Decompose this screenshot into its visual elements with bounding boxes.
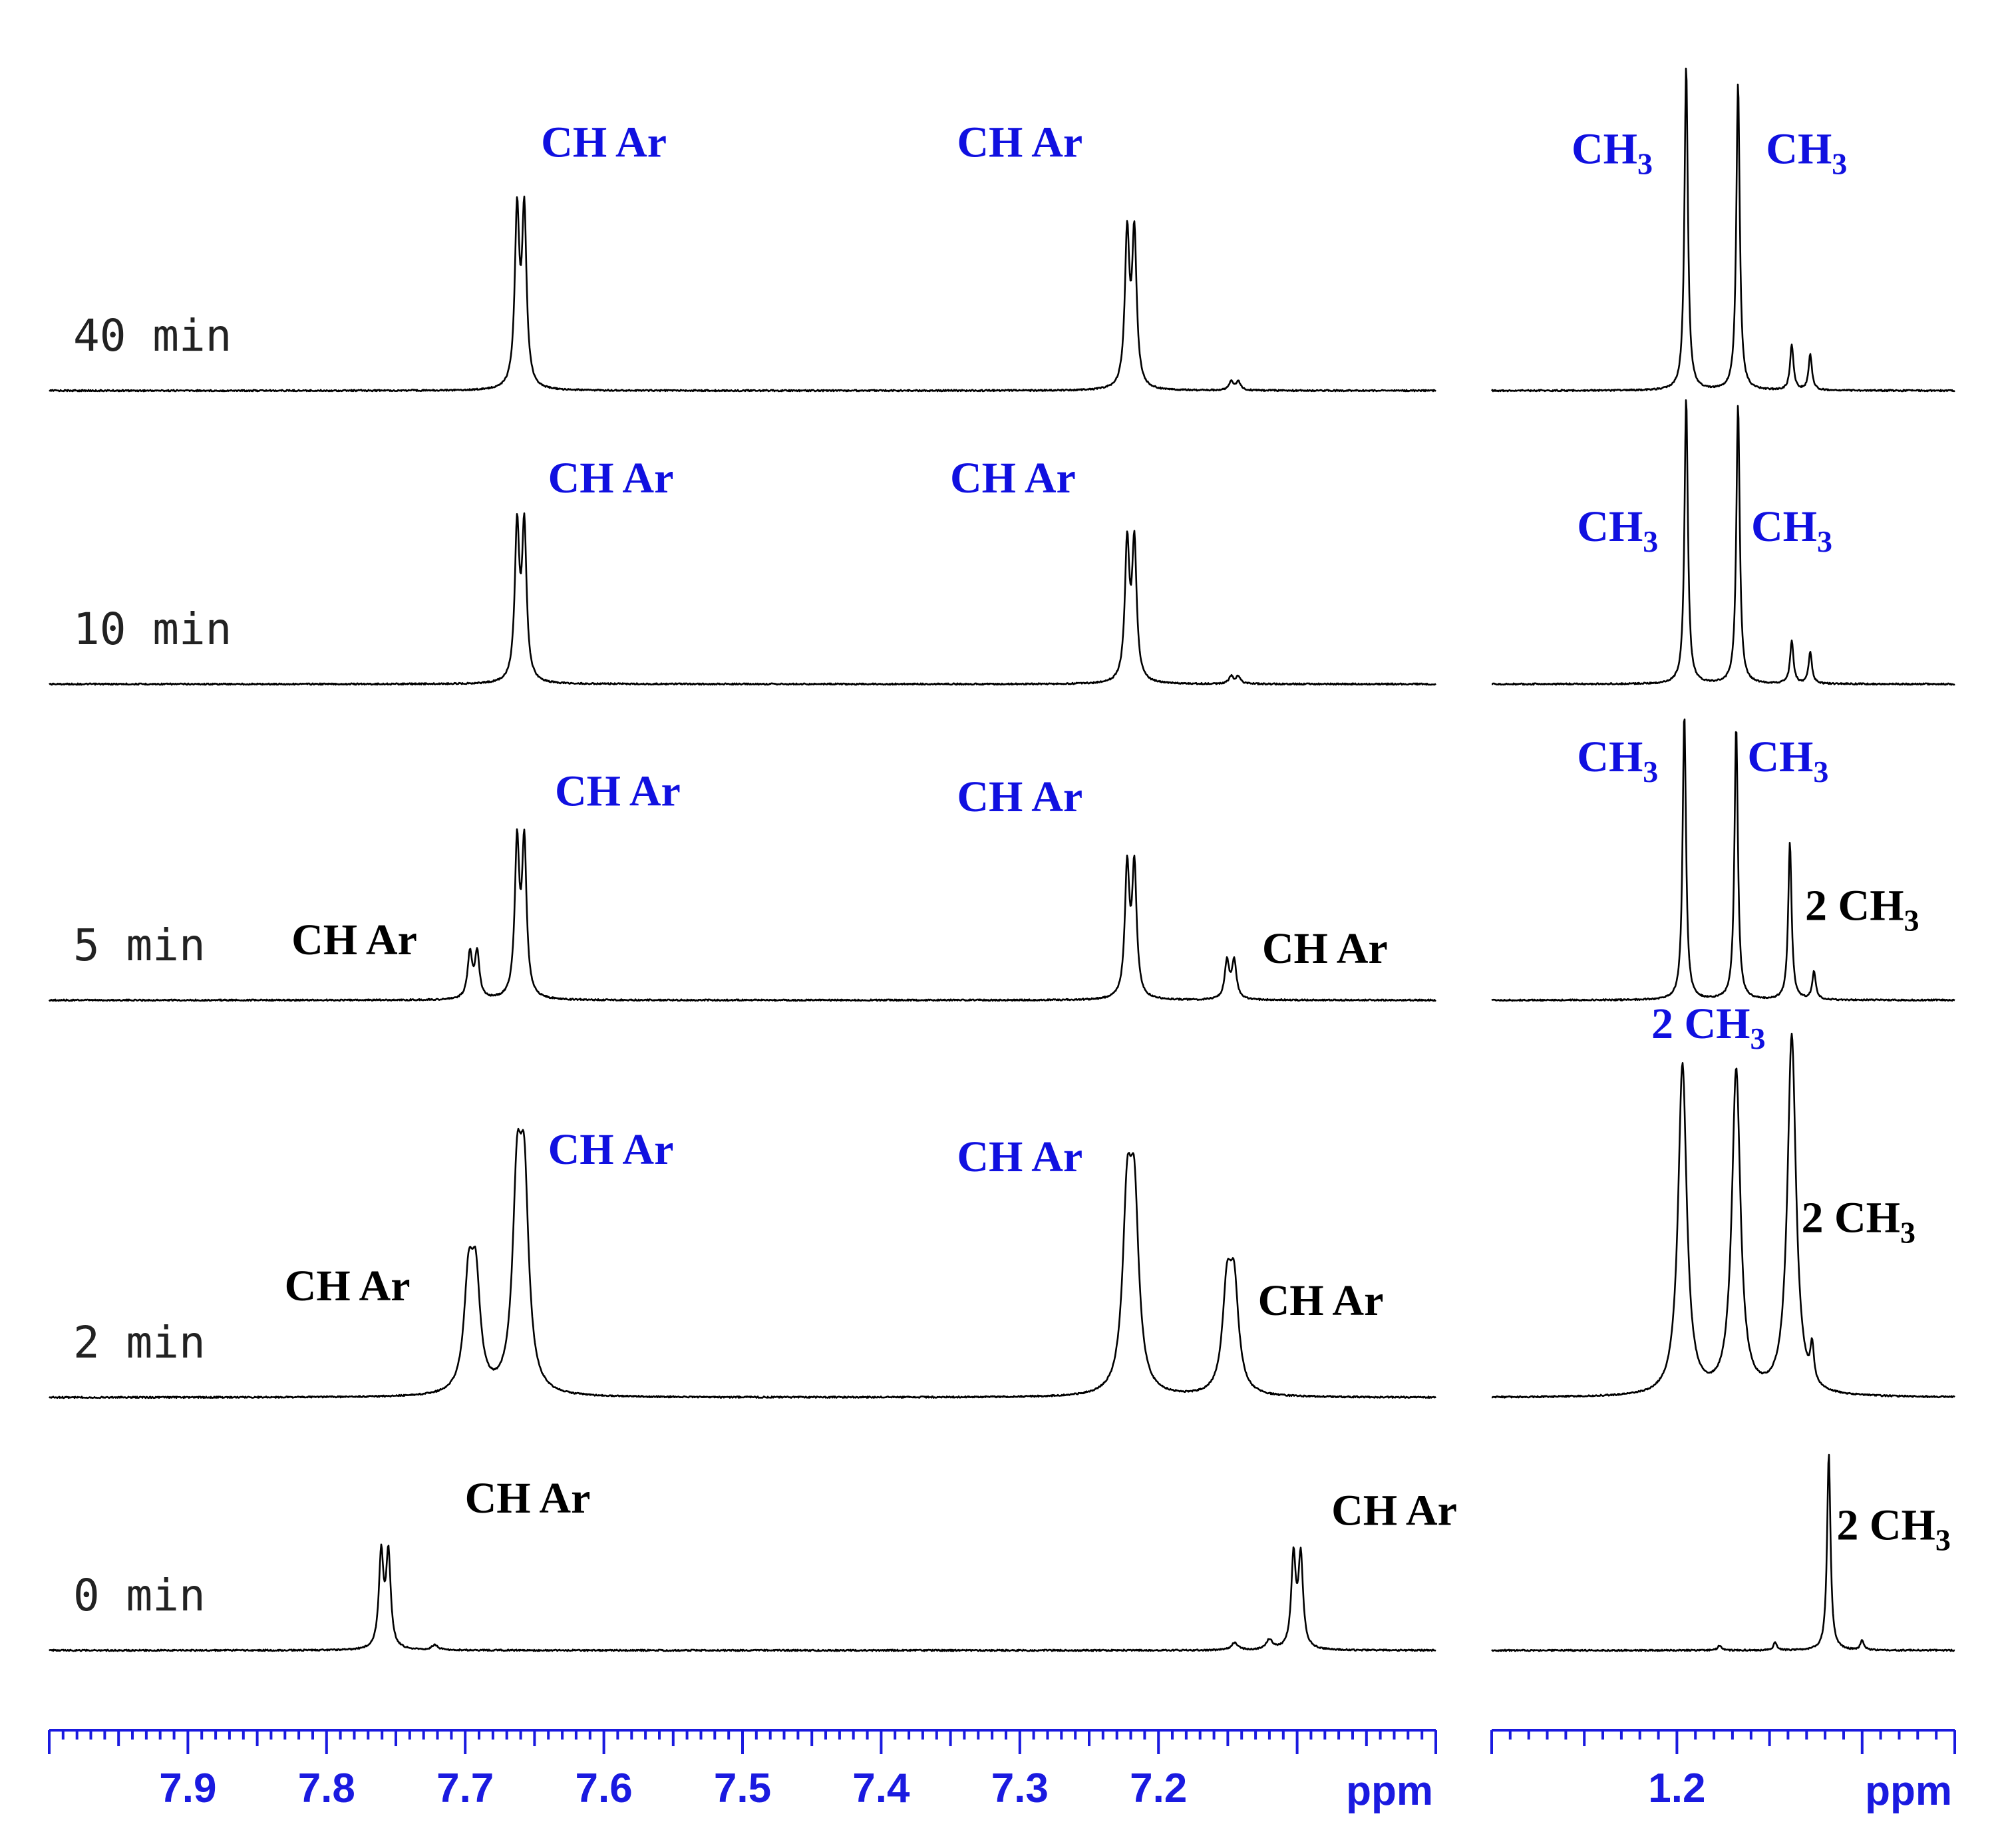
peak-label: CH3 (1572, 124, 1653, 180)
spectrum-trace-10-min-aromatic (49, 512, 1436, 686)
peak-label: CH Ar (291, 916, 417, 964)
peak-label: CH3 (1766, 124, 1847, 180)
time-label: 2 min (73, 1317, 206, 1368)
tick-label: 7.9 (159, 1765, 216, 1811)
peak-label: 2 CH3 (1651, 1000, 1766, 1055)
peak-labels: 40 min CH Ar CH Ar CH3 CH3 10 min CH Ar CH Ar CH… (73, 118, 1951, 1621)
tick-label: 7.3 (991, 1765, 1049, 1811)
time-label: 40 min (73, 310, 232, 361)
peak-label: CH Ar (1258, 1276, 1384, 1325)
peak-label: 2 CH3 (1836, 1501, 1951, 1557)
spectrum-trace-0-min-methyl (1491, 1453, 1955, 1652)
time-label: 5 min (73, 920, 206, 971)
peak-label: CH Ar (957, 1133, 1082, 1181)
peak-label: CH Ar (1262, 924, 1388, 973)
tick-label: 7.2 (1130, 1765, 1187, 1811)
peak-label: CH3 (1577, 502, 1658, 558)
peak-label: CH Ar (957, 118, 1082, 167)
peak-label: CH Ar (541, 118, 667, 167)
spectrum-trace-40-min-methyl (1490, 67, 1955, 393)
time-label: 0 min (73, 1570, 206, 1621)
peak-label: CH3 (1751, 502, 1832, 558)
peak-label: 2 CH3 (1805, 882, 1919, 938)
peak-label: CH Ar (465, 1474, 591, 1523)
tick-label: 7.8 (298, 1765, 355, 1811)
peak-label: CH3 (1747, 733, 1828, 789)
tick-label: 7.7 (436, 1765, 494, 1811)
peak-label: CH3 (1577, 733, 1658, 789)
tick-label: 7.6 (575, 1765, 632, 1811)
peak-label: CH Ar (548, 1125, 674, 1174)
ppm-axes: 7.9 7.8 7.7 7.6 7.5 7.4 7.3 7.2 ppm 1.2 ppm (48, 1729, 1956, 1814)
peak-label: CH Ar (285, 1262, 411, 1310)
unit-label: ppm (1865, 1768, 1952, 1814)
spectrum-trace-2-min-methyl (1491, 1032, 1955, 1399)
peak-label: CH Ar (555, 767, 681, 816)
peak-label: CH Ar (957, 773, 1082, 821)
tick-label: 1.2 (1648, 1765, 1705, 1811)
peak-label: CH Ar (950, 454, 1076, 502)
spectra-traces (48, 67, 1955, 1652)
spectrum-trace-5-min-aromatic (48, 828, 1436, 1002)
tick-label: 7.4 (852, 1765, 910, 1811)
tick-label: 7.5 (714, 1765, 771, 1811)
time-label: 10 min (73, 604, 232, 655)
spectrum-trace-40-min-aromatic (49, 195, 1436, 393)
spectrum-trace-2-min-aromatic (49, 1127, 1436, 1399)
unit-label: ppm (1346, 1768, 1433, 1814)
peak-label: CH Ar (1331, 1486, 1457, 1535)
spectrum-trace-5-min-methyl (1491, 718, 1955, 1002)
peak-label: CH Ar (548, 454, 674, 502)
peak-label: 2 CH3 (1801, 1194, 1915, 1250)
spectrum-trace-10-min-methyl (1491, 399, 1955, 686)
spectrum-trace-0-min-aromatic (49, 1543, 1436, 1652)
